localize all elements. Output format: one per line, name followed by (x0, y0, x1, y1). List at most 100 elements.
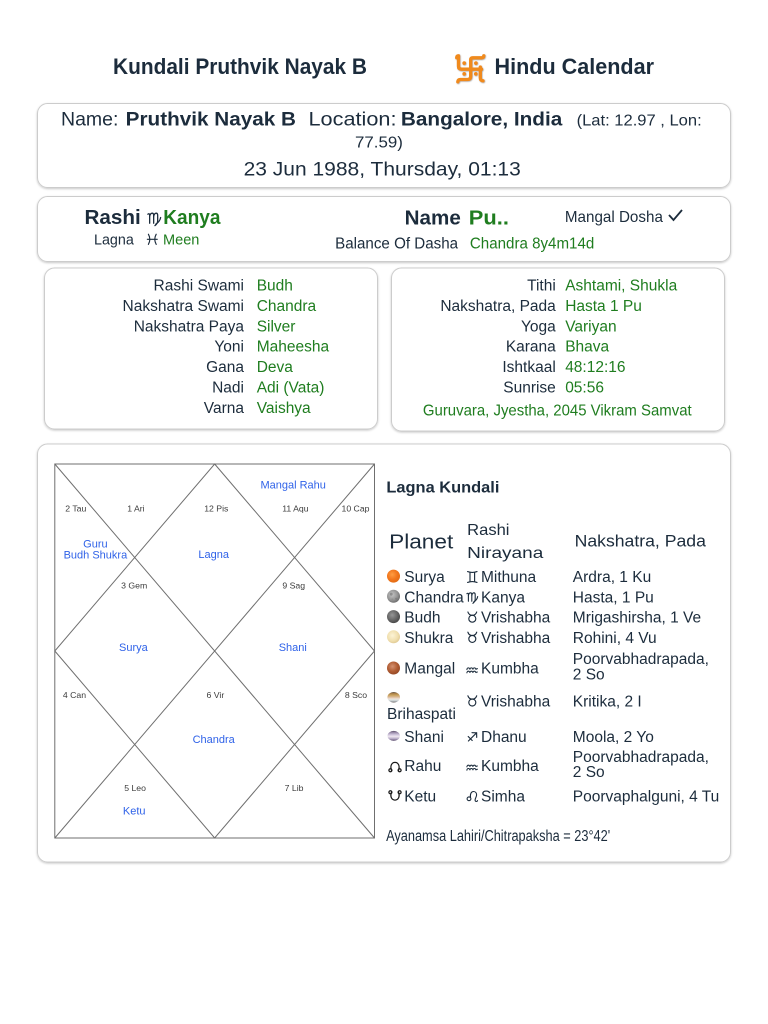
svg-text:Gana: Gana (206, 359, 244, 376)
svg-text:Budh Shukra: Budh Shukra (64, 549, 128, 561)
svg-text:Yoga: Yoga (521, 318, 556, 335)
svg-text:Nakshatra, Pada: Nakshatra, Pada (575, 532, 707, 550)
svg-text:Silver: Silver (257, 318, 296, 335)
svg-text:Mangal Dosha: Mangal Dosha (565, 209, 663, 226)
svg-text:Chandra: Chandra (404, 589, 464, 606)
svg-text:2 So: 2 So (573, 764, 605, 781)
svg-text:Name:: Name: (61, 109, 118, 131)
svg-text:Rahu: Rahu (404, 758, 441, 775)
svg-text:Kanya: Kanya (163, 207, 221, 229)
svg-text:Chandra 8y4m14d: Chandra 8y4m14d (470, 235, 594, 252)
svg-text:1 Ari: 1 Ari (127, 503, 144, 513)
svg-text:Ardra, 1 Ku: Ardra, 1 Ku (573, 569, 651, 586)
svg-text:Guruvara, Jyestha, 2045 Vikram: Guruvara, Jyestha, 2045 Vikram Samvat (423, 402, 692, 419)
svg-text:Chandra: Chandra (257, 298, 317, 315)
svg-text:Planet: Planet (389, 531, 454, 553)
svg-text:Nakshatra Paya: Nakshatra Paya (134, 318, 245, 335)
svg-text:Kanya: Kanya (481, 589, 525, 606)
svg-text:05:56: 05:56 (565, 380, 604, 397)
svg-text:Lagna Kundali: Lagna Kundali (386, 479, 499, 496)
svg-text:Nakshatra Swami: Nakshatra Swami (123, 298, 244, 315)
svg-text:Meen: Meen (163, 231, 199, 248)
svg-text:Deva: Deva (257, 359, 294, 376)
svg-text:Surya: Surya (404, 569, 445, 586)
svg-text:Name: Name (405, 207, 461, 229)
svg-text:Pruthvik Nayak B: Pruthvik Nayak B (126, 109, 296, 131)
svg-text:Poorvaphalguni, 4 Tu: Poorvaphalguni, 4 Tu (573, 788, 720, 805)
svg-text:Dhanu: Dhanu (481, 729, 527, 746)
svg-text:Kumbha: Kumbha (481, 758, 539, 775)
svg-text:Rohini, 4 Vu: Rohini, 4 Vu (573, 630, 657, 647)
svg-text:5 Leo: 5 Leo (124, 783, 146, 793)
svg-text:48:12:16: 48:12:16 (565, 359, 625, 376)
svg-text:Nakshatra, Pada: Nakshatra, Pada (440, 298, 556, 315)
svg-text:Kundali Pruthvik Nayak B: Kundali Pruthvik Nayak B (113, 54, 367, 79)
svg-text:Balance Of Dasha: Balance Of Dasha (335, 235, 458, 252)
svg-text:Rashi: Rashi (467, 522, 509, 539)
svg-text:Ayanamsa Lahiri/Chitrapaksha =: Ayanamsa Lahiri/Chitrapaksha = 23°42' (386, 828, 610, 845)
svg-text:8 Sco: 8 Sco (345, 690, 367, 700)
svg-text:Hindu Calendar: Hindu Calendar (495, 54, 655, 79)
svg-text:Vaishya: Vaishya (257, 400, 311, 417)
svg-text:Mangal Rahu: Mangal Rahu (260, 480, 325, 492)
svg-text:Budh: Budh (404, 610, 440, 627)
svg-text:Yoni: Yoni (214, 339, 244, 356)
svg-text:Kritika, 2 I: Kritika, 2 I (573, 693, 642, 710)
svg-text:23 Jun 1988, Thursday, 01:13: 23 Jun 1988, Thursday, 01:13 (244, 159, 521, 181)
svg-text:Sunrise: Sunrise (503, 380, 556, 397)
svg-text:Tithi: Tithi (527, 278, 556, 295)
svg-text:Location:: Location: (309, 109, 397, 131)
svg-text:Ashtami, Shukla: Ashtami, Shukla (565, 278, 677, 295)
svg-text:Vrishabha: Vrishabha (481, 693, 551, 710)
svg-text:Budh: Budh (257, 278, 293, 295)
svg-text:Ketu: Ketu (404, 788, 436, 805)
svg-text:9 Sag: 9 Sag (282, 581, 305, 591)
svg-text:Mithuna: Mithuna (481, 569, 537, 586)
svg-text:Chandra: Chandra (193, 734, 236, 746)
svg-text:7 Lib: 7 Lib (285, 783, 304, 793)
svg-text:2 So: 2 So (573, 666, 605, 683)
svg-text:Adi (Vata): Adi (Vata) (257, 380, 325, 397)
svg-text:Lagna: Lagna (94, 231, 134, 248)
svg-text:6 Vir: 6 Vir (207, 690, 225, 700)
svg-text:Guru: Guru (83, 539, 107, 551)
svg-text:Vrishabha: Vrishabha (481, 610, 551, 627)
svg-text:Brihaspati: Brihaspati (387, 706, 456, 723)
svg-text:Mangal: Mangal (404, 661, 455, 678)
svg-text:2 Tau: 2 Tau (65, 503, 86, 513)
svg-text:(Lat: 12.97 , Lon:: (Lat: 12.97 , Lon: (577, 112, 702, 129)
svg-text:10 Cap: 10 Cap (341, 503, 369, 513)
svg-text:Shukra: Shukra (404, 630, 453, 647)
svg-text:Poorvabhadrapada,: Poorvabhadrapada, (573, 651, 709, 668)
svg-text:Mrigashirsha, 1 Ve: Mrigashirsha, 1 Ve (573, 610, 701, 627)
svg-text:Nirayana: Nirayana (467, 545, 543, 562)
svg-text:Kumbha: Kumbha (481, 661, 539, 678)
svg-text:Hasta 1 Pu: Hasta 1 Pu (565, 298, 642, 315)
svg-text:Nadi: Nadi (212, 380, 244, 397)
svg-text:Moola, 2 Yo: Moola, 2 Yo (573, 729, 654, 746)
svg-text:Vrishabha: Vrishabha (481, 630, 551, 647)
svg-text:Karana: Karana (506, 339, 556, 356)
svg-text:Lagna: Lagna (198, 549, 229, 561)
svg-text:Simha: Simha (481, 788, 525, 805)
svg-text:Rashi Swami: Rashi Swami (154, 278, 244, 295)
svg-text:Pu..: Pu.. (469, 207, 509, 229)
svg-text:Ketu: Ketu (123, 805, 146, 817)
svg-text:Shani: Shani (404, 729, 444, 746)
svg-text:11 Aqu: 11 Aqu (282, 503, 309, 513)
svg-text:Shani: Shani (279, 642, 307, 654)
svg-text:Poorvabhadrapada,: Poorvabhadrapada, (573, 749, 709, 766)
svg-text:Hasta, 1 Pu: Hasta, 1 Pu (573, 589, 654, 606)
svg-text:12 Pis: 12 Pis (204, 503, 229, 513)
svg-text:Ishtkaal: Ishtkaal (502, 359, 555, 376)
svg-text:Rashi: Rashi (85, 207, 141, 229)
svg-text:Maheesha: Maheesha (257, 339, 330, 356)
svg-text:Variyan: Variyan (565, 318, 616, 335)
svg-text:4 Can: 4 Can (63, 690, 86, 700)
svg-text:Bangalore, India: Bangalore, India (401, 109, 563, 131)
svg-text:Bhava: Bhava (565, 339, 609, 356)
svg-text:3 Gem: 3 Gem (121, 581, 147, 591)
svg-text:Surya: Surya (119, 642, 149, 654)
svg-text:77.59): 77.59) (355, 134, 403, 151)
svg-text:Varna: Varna (204, 400, 245, 417)
